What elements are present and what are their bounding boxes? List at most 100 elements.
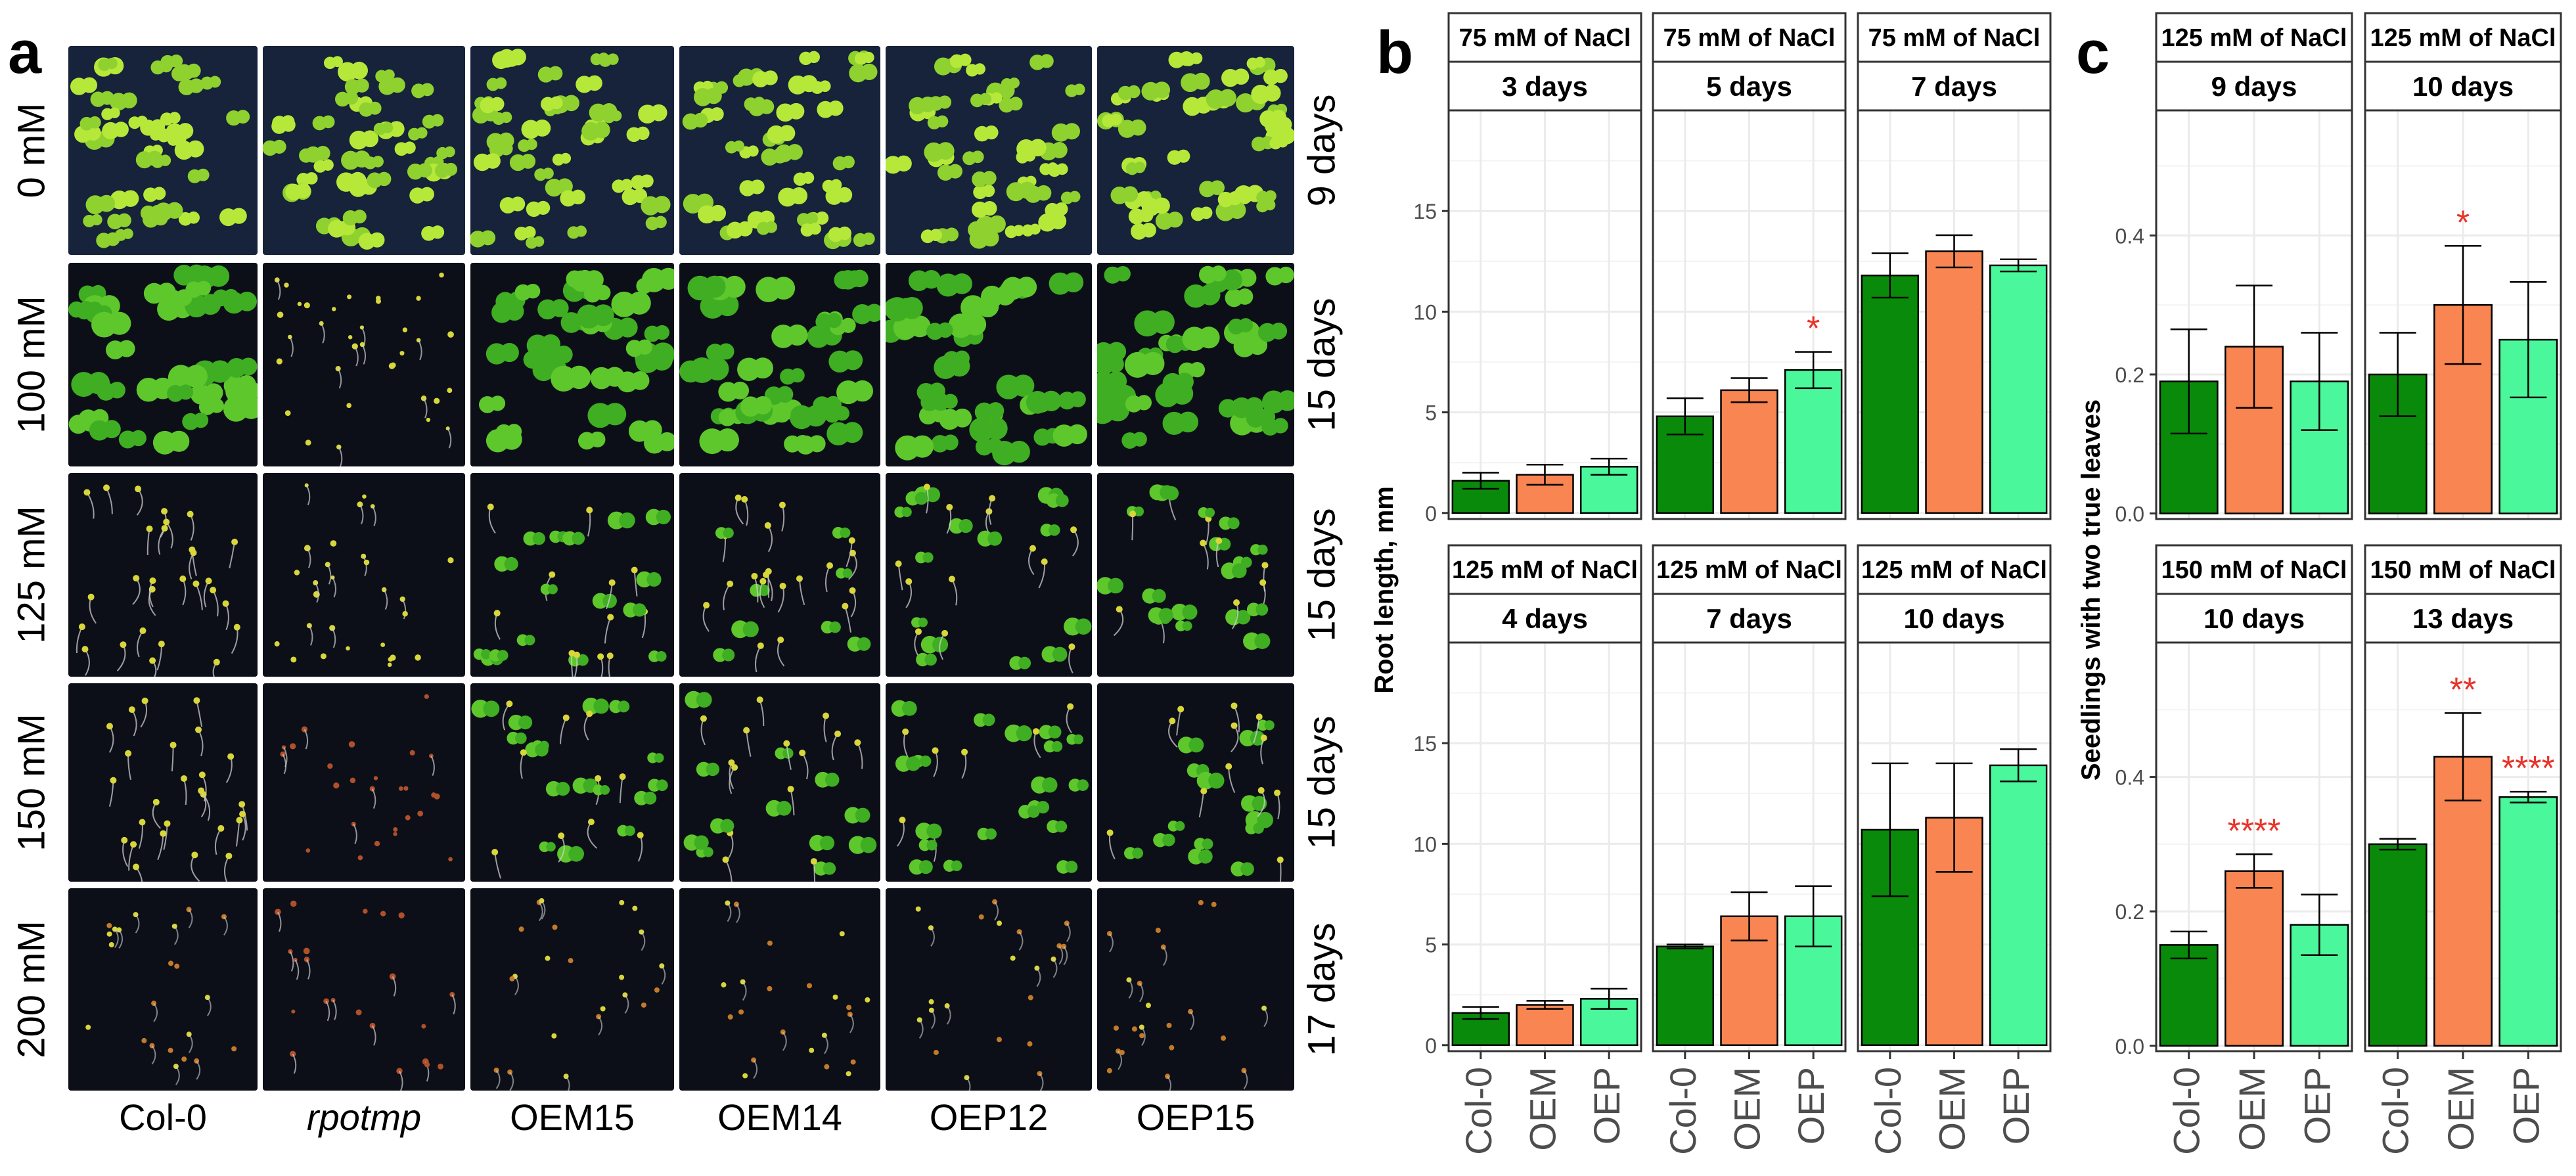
- facet-strip-label: 10 days: [1903, 603, 2004, 634]
- panel-border: [1652, 109, 1847, 520]
- facet-strip: [2364, 12, 2562, 63]
- facet-strip: [2364, 544, 2562, 595]
- x-tick-label: OEP: [2296, 1067, 2338, 1144]
- facet-strip: [2364, 60, 2562, 112]
- seedling-illustration: [470, 46, 674, 255]
- x-tick-label: Col-0: [2375, 1067, 2416, 1155]
- seedling-illustration: [1097, 888, 1294, 1091]
- panel-border: [2155, 109, 2353, 520]
- seedling-plate-photo: [1097, 263, 1294, 466]
- x-tick-label: OEP: [2505, 1067, 2546, 1144]
- seedling-plate-photo: [1097, 473, 1294, 677]
- y-tick-label: 0: [1425, 1034, 1437, 1058]
- y-tick-label: 5: [1425, 401, 1437, 425]
- seedling-illustration: [263, 46, 465, 255]
- genotype-label: OEM15: [510, 1097, 635, 1138]
- seedling-plate-photo: [68, 683, 258, 882]
- y-tick-label: 0.0: [2115, 503, 2144, 526]
- seedling-plate-photo: [263, 263, 465, 466]
- seedling-illustration: [886, 683, 1092, 882]
- seedling-plate-photo: [470, 473, 674, 677]
- y-tick-label: 15: [1413, 732, 1437, 756]
- y-tick-label: 0.4: [2115, 224, 2144, 248]
- facet-strip: [1447, 593, 1642, 644]
- seedling-illustration: [263, 263, 465, 466]
- bar: [1579, 466, 1638, 514]
- facet-strip: [1857, 544, 2052, 595]
- facet-strip-label: 125 mM of NaCl: [1861, 556, 2047, 584]
- panel-border: [1447, 109, 1642, 520]
- facet-strip: [1652, 12, 1847, 63]
- bar: [2498, 796, 2558, 1047]
- seedling-plate-photo: [679, 263, 880, 466]
- facet-strip-label: 10 days: [2203, 603, 2305, 634]
- seedling-plate-photo: [68, 263, 258, 466]
- bar: [1989, 264, 2048, 514]
- genotype-label: OEM14: [717, 1097, 842, 1138]
- seedling-plate-photo: [470, 46, 674, 255]
- x-tick-label: OEM: [1522, 1067, 1564, 1151]
- panel-border: [1857, 109, 2052, 520]
- facet-strip: [2155, 12, 2353, 63]
- y-tick-label: 10: [1413, 300, 1437, 324]
- facet-panel: 75 mM of NaCl 3 days 0 5 10 15: [1413, 12, 1642, 526]
- bar: [2225, 346, 2284, 514]
- seedling-illustration: [679, 263, 880, 466]
- genotype-label: Col-0: [119, 1097, 207, 1138]
- seedling-illustration: [470, 263, 674, 466]
- seedling-plate-photo: [470, 263, 674, 466]
- facet-strip-label: 13 days: [2412, 603, 2514, 634]
- facet-panel: 75 mM of NaCl 5 days *: [1652, 12, 1847, 520]
- facet-strip-label: 7 days: [1911, 71, 1997, 102]
- x-tick-label: OEM: [1932, 1067, 1973, 1151]
- seedling-plate-photo: [886, 263, 1092, 466]
- facet-strip-label: 125 mM of NaCl: [1656, 556, 1842, 584]
- significance-marker: ****: [2228, 812, 2281, 850]
- facet-strip-label: 150 mM of NaCl: [2161, 556, 2347, 584]
- seedling-illustration: [1097, 683, 1294, 882]
- facet-strip-label: 125 mM of NaCl: [2161, 24, 2347, 52]
- seedling-illustration: [1097, 263, 1294, 466]
- chart-b: 75 mM of NaCl 3 days 0 5 10 15 75 mM of NaCl 5 …: [1370, 12, 2052, 1155]
- chart-c: 125 mM of NaCl 9 days 0.0 0.2 0.4 125 mM of N…: [2077, 12, 2562, 1155]
- facet-panel: 75 mM of NaCl 7 days: [1857, 12, 2052, 520]
- x-tick-label: Col-0: [1662, 1067, 1704, 1155]
- genotype-label: OEP15: [1136, 1097, 1255, 1138]
- seedling-illustration: [470, 888, 674, 1091]
- facet-strip-label: 150 mM of NaCl: [2370, 556, 2556, 584]
- y-tick-label: 0.2: [2115, 363, 2144, 387]
- x-tick-label: Col-0: [1867, 1067, 1909, 1155]
- seedling-plate-photo: [679, 888, 880, 1091]
- y-tick-label: 5: [1425, 934, 1437, 957]
- x-tick-label: Col-0: [1458, 1067, 1499, 1155]
- seedling-illustration: [886, 888, 1092, 1091]
- seedling-illustration: [68, 888, 258, 1091]
- facet-panel: 150 mM of NaCl 10 days **** 0.0 0.2 0.4 Col-0 O…: [2115, 544, 2353, 1155]
- genotype-label: rpotmp: [306, 1097, 422, 1138]
- facet-strip-label: 7 days: [1706, 603, 1792, 634]
- panel-letter-c: c: [2076, 19, 2110, 86]
- panel-letter-a: a: [8, 19, 42, 86]
- seedling-plate-photo: [68, 46, 258, 255]
- bar: [1861, 275, 1920, 514]
- facet-strip: [2155, 593, 2353, 644]
- bar: [2368, 843, 2428, 1047]
- facet-strip: [1652, 60, 1847, 112]
- significance-marker: *: [2456, 204, 2470, 242]
- x-tick-label: OEM: [1727, 1067, 1768, 1151]
- seedling-illustration: [1097, 473, 1294, 677]
- seedling-plate-photo: [68, 888, 258, 1091]
- bar: [2225, 870, 2284, 1047]
- facet-strip-label: 125 mM of NaCl: [2370, 24, 2556, 52]
- y-tick-label: 0.2: [2115, 900, 2144, 924]
- panel-border: [2364, 109, 2562, 520]
- seedling-illustration: [886, 263, 1092, 466]
- seedling-plate-photo: [1097, 683, 1294, 882]
- facet-strip-label: 9 days: [2211, 71, 2297, 102]
- seedling-illustration: [68, 683, 258, 882]
- facet-strip-label: 10 days: [2412, 71, 2514, 102]
- y-tick-label: 15: [1413, 200, 1437, 223]
- seedling-illustration: [68, 263, 258, 466]
- facet-panel: 125 mM of NaCl 10 days *: [2364, 12, 2562, 520]
- seedling-illustration: [68, 473, 258, 677]
